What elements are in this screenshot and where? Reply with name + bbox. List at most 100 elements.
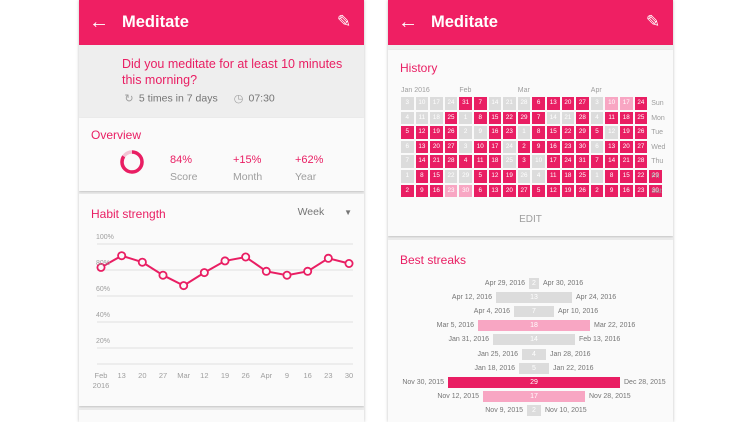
history-day-cell[interactable]: 22 xyxy=(561,126,575,139)
history-day-cell[interactable]: 29 xyxy=(459,170,472,183)
history-day-cell[interactable]: 23 xyxy=(503,126,516,139)
history-day-cell[interactable]: 11 xyxy=(474,155,487,168)
history-day-cell[interactable]: 5 xyxy=(590,126,604,139)
history-day-cell[interactable]: 4 xyxy=(590,111,604,125)
back-arrow-icon[interactable]: ← xyxy=(89,11,109,33)
history-day-cell[interactable]: 25 xyxy=(503,155,516,168)
history-day-cell[interactable]: 20 xyxy=(620,140,633,154)
history-day-cell[interactable]: 22 xyxy=(444,170,458,183)
history-day-cell[interactable]: 22 xyxy=(634,170,648,183)
history-day-cell[interactable]: 6 xyxy=(532,97,545,110)
history-day-cell[interactable]: 27 xyxy=(634,140,648,154)
history-day-cell[interactable]: 18 xyxy=(561,170,575,183)
history-day-cell[interactable]: 13 xyxy=(547,97,560,110)
history-day-cell[interactable]: 26 xyxy=(517,170,531,183)
history-day-cell[interactable]: 8 xyxy=(415,170,429,183)
history-day-cell[interactable]: 15 xyxy=(430,170,443,183)
history-day-cell[interactable]: 22 xyxy=(503,111,516,125)
history-day-cell[interactable]: 16 xyxy=(620,184,633,198)
history-day-cell[interactable]: 31 xyxy=(576,155,589,168)
history-day-cell[interactable]: 26 xyxy=(576,184,589,198)
history-day-cell[interactable]: 12 xyxy=(415,126,429,139)
history-day-cell[interactable]: 31 xyxy=(459,97,472,110)
history-day-cell[interactable]: 19 xyxy=(620,126,633,139)
history-day-cell[interactable]: 28 xyxy=(517,97,531,110)
history-day-cell[interactable]: 1 xyxy=(517,126,531,139)
pencil-icon[interactable]: ✎ xyxy=(336,12,352,31)
history-day-cell[interactable]: 4 xyxy=(459,155,472,168)
history-day-cell[interactable]: 28 xyxy=(444,155,458,168)
history-day-cell[interactable]: 6 xyxy=(401,140,414,154)
history-day-cell[interactable]: 25 xyxy=(576,170,589,183)
history-day-cell[interactable]: 5 xyxy=(401,126,414,139)
history-day-cell[interactable]: 23 xyxy=(561,140,575,154)
history-day-cell[interactable]: 14 xyxy=(488,97,502,110)
history-day-cell[interactable]: 30 xyxy=(459,184,472,198)
history-day-cell[interactable]: 18 xyxy=(430,111,443,125)
history-day-cell[interactable]: 16 xyxy=(430,184,443,198)
history-day-cell[interactable]: 26 xyxy=(444,126,458,139)
history-day-cell[interactable]: 2 xyxy=(590,184,604,198)
edit-history-button[interactable]: EDIT xyxy=(519,214,542,225)
history-day-cell[interactable]: 21 xyxy=(620,155,633,168)
history-day-cell[interactable]: 30 xyxy=(576,140,589,154)
history-day-cell[interactable]: 18 xyxy=(620,111,633,125)
history-day-cell[interactable]: 15 xyxy=(620,170,633,183)
history-day-cell[interactable]: 10 xyxy=(415,97,429,110)
history-day-cell[interactable]: 29 xyxy=(517,111,531,125)
history-day-cell[interactable]: 26 xyxy=(634,126,648,139)
history-day-cell[interactable]: 23 xyxy=(634,184,648,198)
history-day-cell[interactable]: 9 xyxy=(415,184,429,198)
history-day-cell[interactable]: 7 xyxy=(590,155,604,168)
history-day-cell[interactable]: 5 xyxy=(474,170,487,183)
history-day-cell[interactable]: 24 xyxy=(444,97,458,110)
history-day-cell[interactable]: 9 xyxy=(605,184,618,198)
history-day-cell[interactable]: 24 xyxy=(561,155,575,168)
history-day-cell[interactable]: 3 xyxy=(590,97,604,110)
history-day-cell[interactable]: 11 xyxy=(547,170,560,183)
history-day-cell[interactable]: 15 xyxy=(488,111,502,125)
history-day-cell[interactable]: 28 xyxy=(576,111,589,125)
history-day-cell[interactable]: 4 xyxy=(401,111,414,125)
history-day-cell[interactable]: 13 xyxy=(415,140,429,154)
history-day-cell[interactable]: 13 xyxy=(605,140,618,154)
history-day-cell[interactable]: 25 xyxy=(634,111,648,125)
history-day-cell[interactable]: 19 xyxy=(430,126,443,139)
history-day-cell[interactable]: 16 xyxy=(488,126,502,139)
history-day-cell[interactable]: 8 xyxy=(605,170,618,183)
history-day-cell[interactable]: 25 xyxy=(444,111,458,125)
history-day-cell[interactable]: 27 xyxy=(576,97,589,110)
history-day-cell[interactable]: 1 xyxy=(401,170,414,183)
history-day-cell[interactable]: 7 xyxy=(532,111,545,125)
history-day-cell[interactable]: 18 xyxy=(488,155,502,168)
history-day-cell[interactable]: 7 xyxy=(401,155,414,168)
history-day-cell[interactable]: 1 xyxy=(459,111,472,125)
history-day-cell[interactable]: 17 xyxy=(430,97,443,110)
history-day-cell[interactable]: 14 xyxy=(547,111,560,125)
history-day-cell[interactable]: 21 xyxy=(561,111,575,125)
history-day-cell[interactable]: 3 xyxy=(459,140,472,154)
pencil-icon[interactable]: ✎ xyxy=(645,12,661,31)
history-day-cell[interactable]: 10 xyxy=(474,140,487,154)
history-day-cell[interactable]: 27 xyxy=(517,184,531,198)
history-day-cell[interactable]: 10 xyxy=(605,97,618,110)
history-day-cell[interactable]: 15 xyxy=(547,126,560,139)
history-day-cell[interactable]: 28 xyxy=(634,155,648,168)
history-day-cell[interactable]: 21 xyxy=(503,97,516,110)
history-day-cell[interactable]: 29 xyxy=(649,170,662,183)
history-day-cell[interactable]: 10 xyxy=(532,155,545,168)
history-day-cell[interactable]: 5 xyxy=(532,184,545,198)
history-day-cell[interactable]: 2 xyxy=(517,140,531,154)
history-day-cell[interactable]: 12 xyxy=(488,170,502,183)
history-day-cell[interactable]: 21 xyxy=(430,155,443,168)
history-day-cell[interactable]: 17 xyxy=(620,97,633,110)
history-day-cell[interactable]: 12 xyxy=(605,126,618,139)
back-arrow-icon[interactable]: ← xyxy=(398,11,418,33)
history-day-cell[interactable]: 9 xyxy=(532,140,545,154)
history-day-cell[interactable]: 20 xyxy=(430,140,443,154)
history-day-cell[interactable]: 14 xyxy=(605,155,618,168)
history-day-cell[interactable]: 8 xyxy=(474,111,487,125)
history-day-cell[interactable]: 20 xyxy=(503,184,516,198)
history-day-cell[interactable]: 17 xyxy=(488,140,502,154)
history-day-cell[interactable]: 17 xyxy=(547,155,560,168)
